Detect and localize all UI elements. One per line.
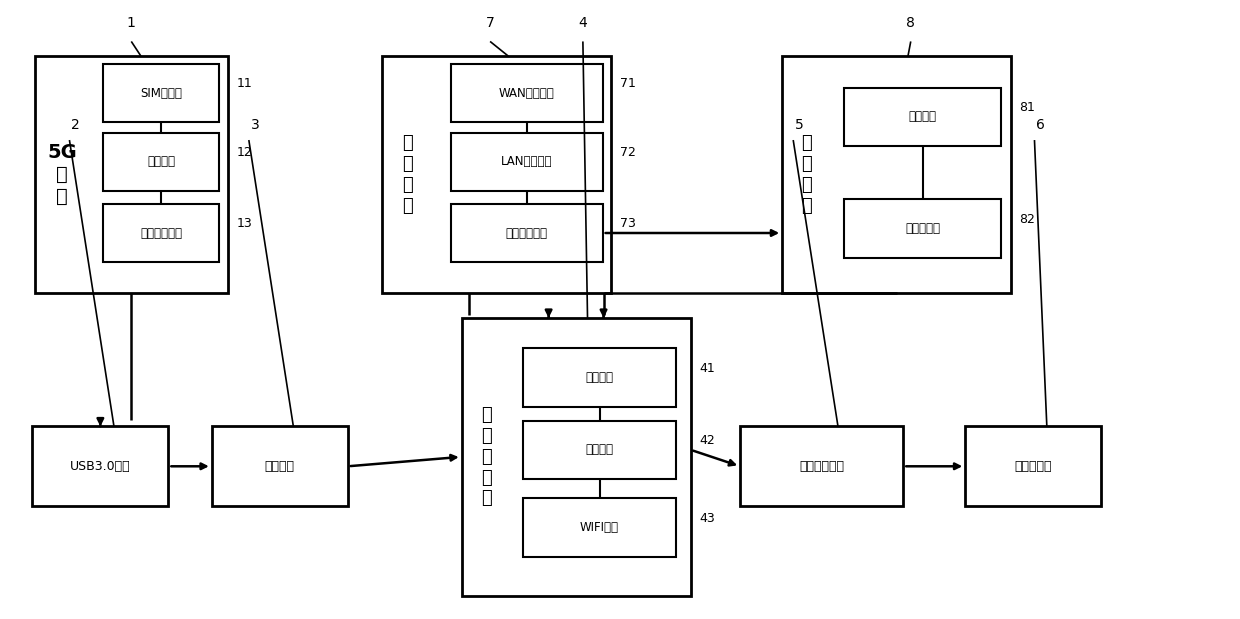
Text: 81: 81 (1019, 101, 1035, 114)
Bar (103, 64, 219, 123)
Bar (523, 348, 676, 407)
Bar (212, 426, 347, 506)
Bar (103, 132, 219, 191)
Bar (382, 56, 611, 293)
Text: 主控模块: 主控模块 (265, 460, 295, 473)
Text: 子路由模块: 子路由模块 (1014, 460, 1052, 473)
Text: 71: 71 (620, 77, 636, 90)
Text: 6: 6 (1037, 118, 1045, 132)
Bar (782, 56, 1011, 293)
Text: 2: 2 (71, 118, 81, 132)
Text: 3: 3 (250, 118, 259, 132)
Text: 1: 1 (126, 16, 135, 30)
Text: 接
口
模
块: 接 口 模 块 (402, 134, 413, 215)
Text: 网络模块: 网络模块 (585, 443, 614, 456)
Text: 4: 4 (579, 16, 588, 30)
Text: SIM卡模块: SIM卡模块 (140, 87, 182, 100)
Text: 电
源
模
块: 电 源 模 块 (801, 134, 812, 215)
Text: 5G
模
块: 5G 模 块 (47, 143, 77, 206)
Text: 12: 12 (237, 146, 252, 159)
Text: 蜂窝网络模块: 蜂窝网络模块 (140, 227, 182, 240)
Bar (844, 199, 1001, 258)
Text: 电源接口模块: 电源接口模块 (506, 227, 548, 240)
Bar (450, 204, 603, 262)
Bar (461, 318, 691, 595)
Text: 13: 13 (237, 217, 252, 230)
Bar (35, 56, 228, 293)
Bar (103, 204, 219, 262)
Text: 回传网络模块: 回传网络模块 (799, 460, 844, 473)
Bar (844, 88, 1001, 146)
Bar (965, 426, 1101, 506)
Text: 芯片模块: 芯片模块 (585, 371, 614, 384)
Text: WAN接口模块: WAN接口模块 (498, 87, 554, 100)
Text: 5: 5 (795, 118, 804, 132)
Bar (32, 426, 169, 506)
Text: 73: 73 (620, 217, 636, 230)
Text: 41: 41 (699, 362, 715, 375)
Text: 7: 7 (486, 16, 495, 30)
Text: 主
路
由
模
块: 主 路 由 模 块 (481, 406, 492, 508)
Text: LAN接口模块: LAN接口模块 (501, 155, 552, 168)
Bar (450, 64, 603, 123)
Text: 82: 82 (1019, 212, 1035, 225)
Text: WIFI模块: WIFI模块 (580, 521, 619, 534)
Text: 43: 43 (699, 512, 715, 525)
Bar (523, 420, 676, 479)
Text: 42: 42 (699, 434, 715, 447)
Text: 11: 11 (237, 77, 252, 90)
Text: 8: 8 (906, 16, 915, 30)
Bar (740, 426, 903, 506)
Bar (450, 132, 603, 191)
Text: 72: 72 (620, 146, 636, 159)
Text: 复位模块: 复位模块 (909, 110, 936, 123)
Bar (523, 498, 676, 557)
Text: 拨号模块: 拨号模块 (148, 155, 175, 168)
Text: USB3.0模块: USB3.0模块 (69, 460, 130, 473)
Text: 适配器模块: 适配器模块 (905, 222, 940, 235)
